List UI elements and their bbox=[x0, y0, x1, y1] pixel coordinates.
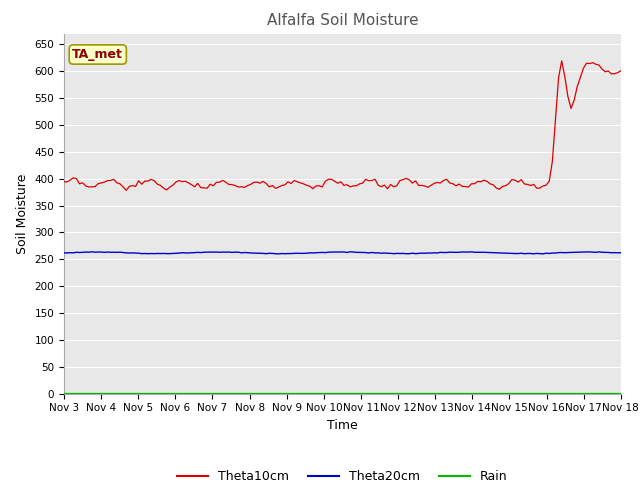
Title: Alfalfa Soil Moisture: Alfalfa Soil Moisture bbox=[267, 13, 418, 28]
X-axis label: Time: Time bbox=[327, 419, 358, 432]
Text: TA_met: TA_met bbox=[72, 48, 124, 61]
Legend: Theta10cm, Theta20cm, Rain: Theta10cm, Theta20cm, Rain bbox=[172, 465, 513, 480]
Y-axis label: Soil Moisture: Soil Moisture bbox=[16, 173, 29, 254]
